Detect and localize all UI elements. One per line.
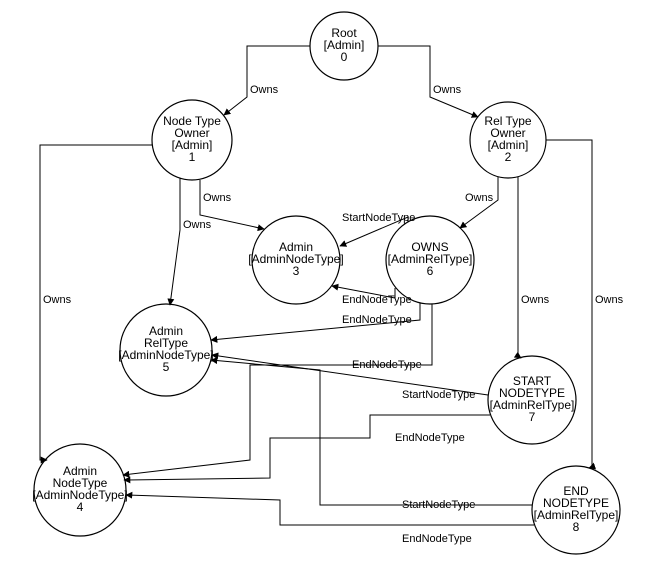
edge-n2-n8 <box>546 140 592 468</box>
edge-label-n7-n4: EndNodeType <box>395 432 465 444</box>
node-n7: STARTNODETYPE[AdminRelType]7 <box>488 356 576 444</box>
edge-label-n6-n3: StartNodeType <box>342 212 415 224</box>
nodes-layer: Root[Admin]0 Node TypeOwner[Admin]1 Rel Ty… <box>32 12 620 554</box>
edge-n7-n4 <box>124 415 490 480</box>
node-n0: Root[Admin]0 <box>310 12 378 80</box>
edge-label-n2-n6: Owns <box>465 192 494 204</box>
edge-label-n8-n5: StartNodeType <box>402 499 475 511</box>
edge-n0-n1 <box>224 46 310 115</box>
node-label-n0-line2: 0 <box>341 50 348 64</box>
node-label-n8-line3: 8 <box>573 520 580 534</box>
node-n2: Rel TypeOwner[Admin]2 <box>470 102 546 178</box>
node-label-n5-line3: 5 <box>163 360 170 374</box>
edge-label-n7-n5: StartNodeType <box>402 389 475 401</box>
edge-n8-n5 <box>211 360 532 505</box>
edge-label-n0-n2: Owns <box>433 84 462 96</box>
node-label-n2-line3: 2 <box>505 150 512 164</box>
node-n5: AdminRelType[AdminNodeType]5 <box>118 304 213 396</box>
edge-label-n6-n5: EndNodeType <box>342 314 412 326</box>
node-label-n1-line3: 1 <box>189 150 196 164</box>
edge-label-n0-n1: Owns <box>250 84 279 96</box>
edge-label-n6-n3: EndNodeType <box>342 294 412 306</box>
edge-label-n1-n3: Owns <box>203 192 232 204</box>
edges-layer: Owns Owns Owns Owns Owns Owns Owns Owns StartNod… <box>40 46 624 545</box>
node-n4: AdminNodeType[AdminNodeType]4 <box>32 444 127 536</box>
node-label-n4-line3: 4 <box>77 500 84 514</box>
edge-label-n2-n8: Owns <box>595 294 624 306</box>
edge-label-n2-n7: Owns <box>521 294 550 306</box>
edge-label-n1-n4: Owns <box>43 294 72 306</box>
node-label-n3-line2: 3 <box>293 264 300 278</box>
edge-label-n6-n4: EndNodeType <box>352 359 422 371</box>
node-label-n7-line3: 7 <box>529 410 536 424</box>
node-n1: Node TypeOwner[Admin]1 <box>152 100 232 180</box>
node-n6: OWNS[AdminRelType]6 <box>386 216 474 304</box>
edge-label-n8-n4: EndNodeType <box>402 533 472 545</box>
node-n8: ENDNODETYPE[AdminRelType]8 <box>532 466 620 554</box>
edge-n1-n5 <box>170 178 180 305</box>
edge-n0-n2 <box>378 46 478 117</box>
edge-n2-n7 <box>518 177 521 358</box>
edge-label-n1-n5: Owns <box>183 219 212 231</box>
node-label-n6-line2: 6 <box>427 264 434 278</box>
diagram-canvas: Owns Owns Owns Owns Owns Owns Owns Owns StartNod… <box>0 0 662 578</box>
